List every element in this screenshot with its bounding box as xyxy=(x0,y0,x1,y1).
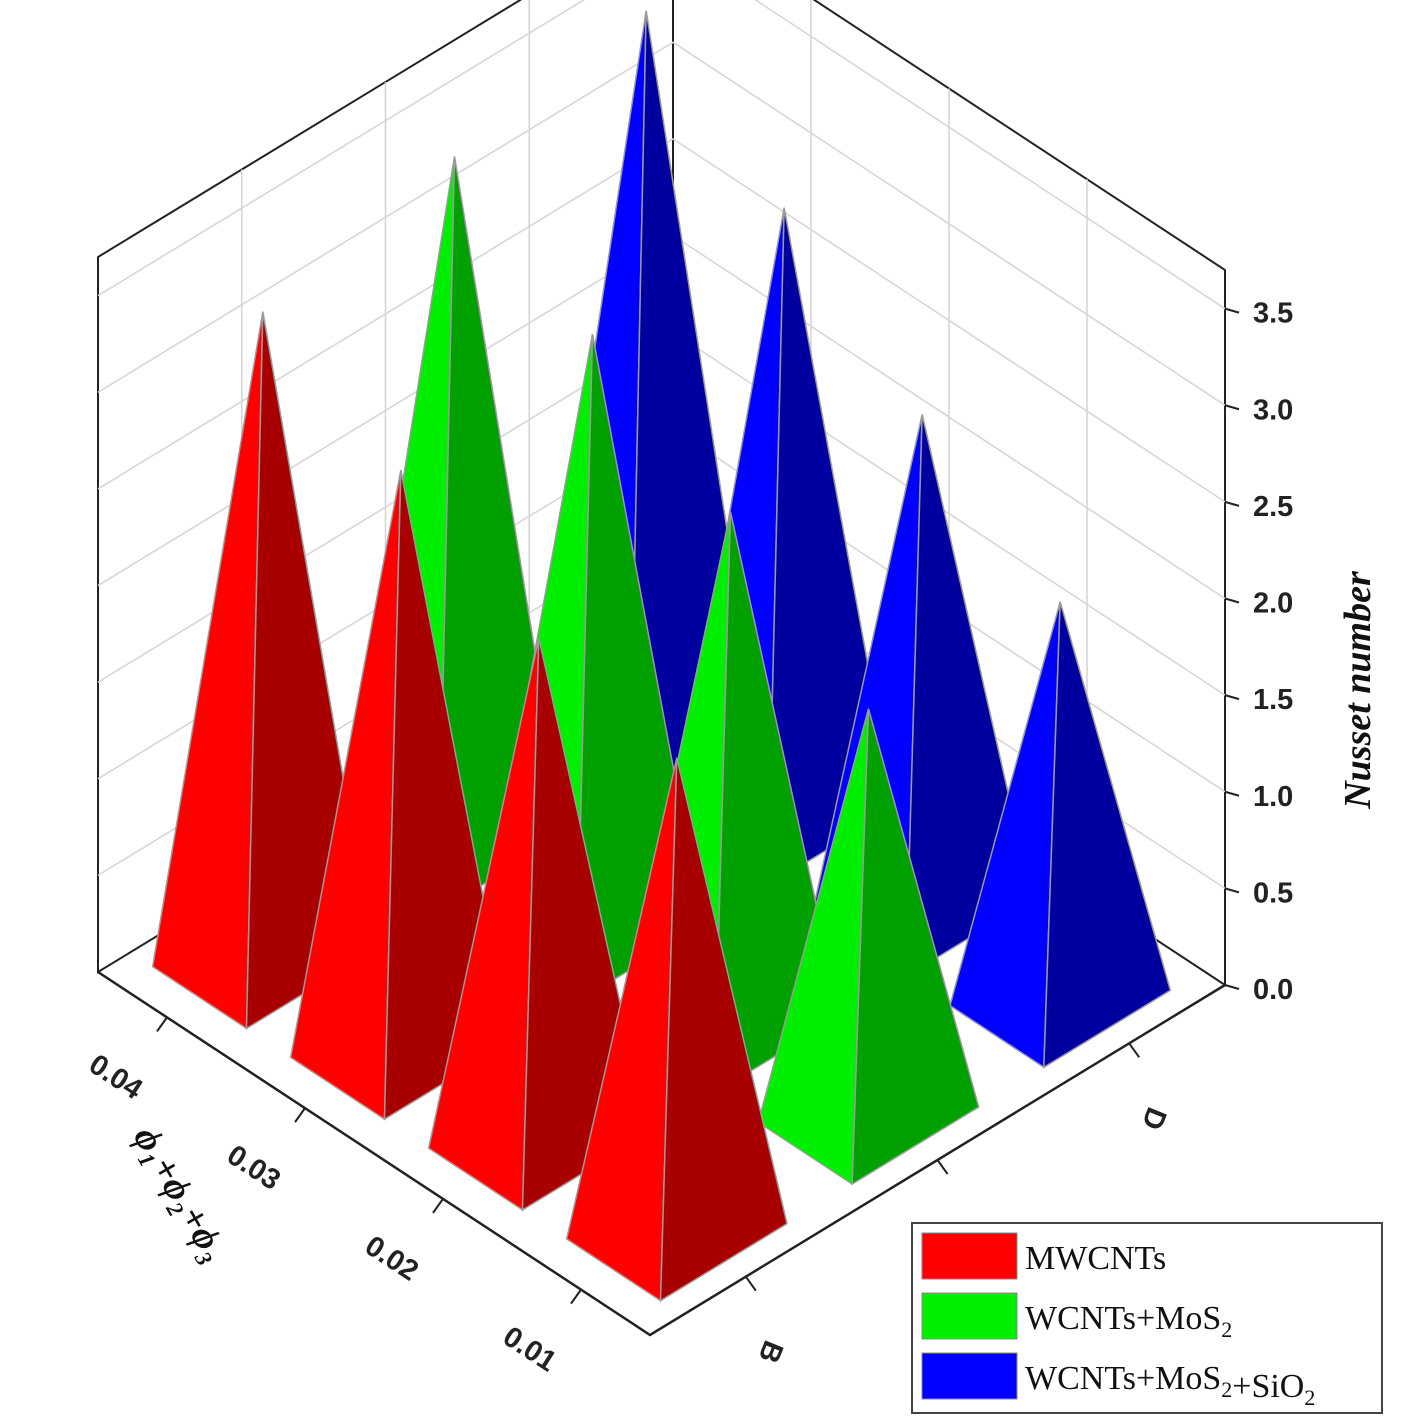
z-tick-label: 3.5 xyxy=(1253,298,1293,330)
z-tick-label: 3.0 xyxy=(1253,394,1293,426)
z-tick xyxy=(1224,694,1240,701)
phi-tick xyxy=(294,1107,306,1123)
pyramid-MWCNTs-0.01 xyxy=(565,757,788,1303)
z-tick-label: 1.0 xyxy=(1253,781,1293,813)
category-tick xyxy=(936,1159,949,1175)
z-axis-title: Nusset number xyxy=(1337,570,1379,810)
z-tick xyxy=(1224,307,1240,314)
pyramid-WCNTs+MoS₂-0.01 xyxy=(757,708,980,1186)
phi-tick xyxy=(570,1289,582,1305)
z-tick-label: 2.5 xyxy=(1253,491,1293,523)
pyramid-right-face xyxy=(659,757,788,1303)
z-tick-label: 0.0 xyxy=(1253,974,1293,1006)
z-tick-label: 0.5 xyxy=(1253,877,1293,909)
pyramid-WCNTs+MoS₂+SiO₂-0.01 xyxy=(949,601,1172,1069)
pyramid-right-face xyxy=(1043,601,1172,1069)
z-tick xyxy=(1224,790,1240,797)
z-tick xyxy=(1224,404,1240,411)
category-tick xyxy=(1128,1042,1140,1058)
legend: MWCNTs WCNTs+MoS2 WCNTs+MoS2+SiO2 xyxy=(911,1222,1383,1414)
legend-label: MWCNTs xyxy=(1025,1240,1166,1277)
z-tick xyxy=(1224,984,1240,990)
z-gridline xyxy=(97,0,1226,310)
legend-label: WCNTs+MoS2+SiO2 xyxy=(1025,1360,1315,1410)
z-tick-label: 2.0 xyxy=(1253,588,1293,620)
z-tick xyxy=(1224,500,1240,507)
z-tick xyxy=(1224,597,1240,604)
phi-tick-label: 0.02 xyxy=(359,1230,424,1288)
z-gridline xyxy=(97,41,1226,406)
category-tick-label: D xyxy=(1135,1103,1173,1134)
floor-front-edges xyxy=(97,970,1226,1337)
phi-tick xyxy=(156,1016,168,1032)
z-tick-label: 1.5 xyxy=(1253,684,1293,716)
legend-swatch xyxy=(921,1352,1018,1400)
phi-tick-label: 0.03 xyxy=(221,1139,286,1197)
pyramid-right-face xyxy=(851,708,980,1186)
legend-label: WCNTs+MoS2 xyxy=(1025,1300,1232,1342)
phi-tick-label: 0.04 xyxy=(83,1048,148,1106)
phi-tick xyxy=(432,1198,444,1214)
phi-axis-title: ϕ₁+ϕ₂+ϕ₃ xyxy=(125,1119,236,1269)
category-tick-label: B xyxy=(751,1336,789,1367)
z-tick xyxy=(1224,887,1240,894)
z-gridline xyxy=(97,137,1226,503)
legend-swatch xyxy=(921,1232,1018,1280)
chart-pyramids xyxy=(151,10,1172,1303)
phi-tick-label: 0.01 xyxy=(497,1321,562,1379)
category-tick xyxy=(745,1276,757,1292)
legend-swatch xyxy=(921,1292,1018,1340)
